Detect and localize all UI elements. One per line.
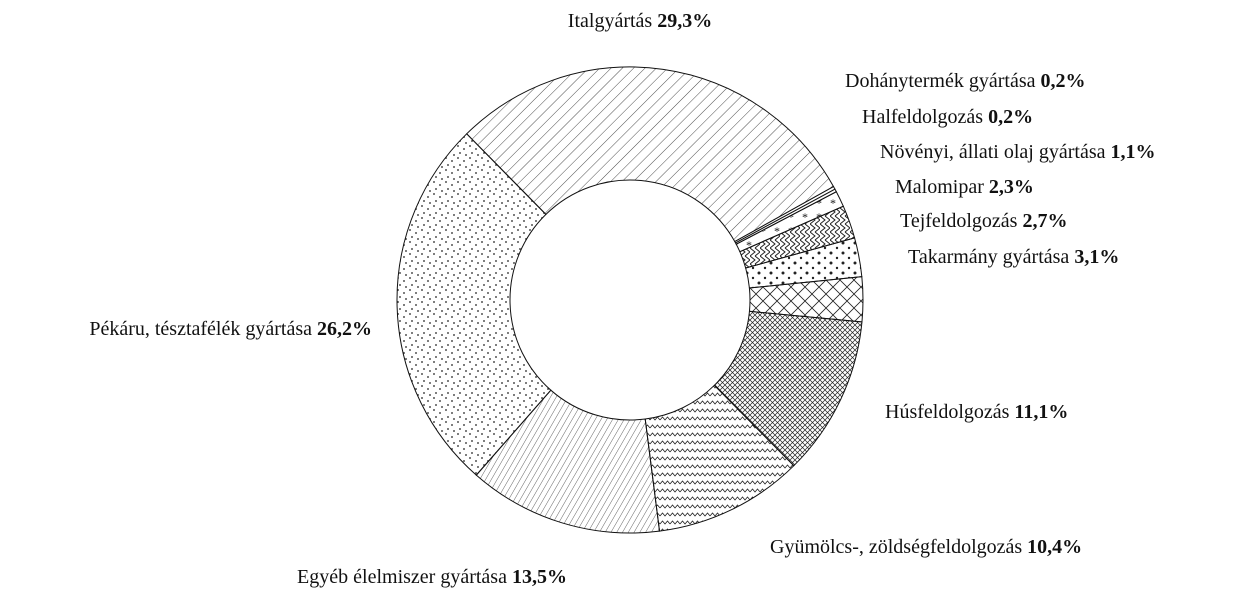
value-label: 26,2% <box>317 318 372 340</box>
category-name: Pékáru, tésztafélék gyártása <box>89 318 312 340</box>
donut-slice <box>465 66 835 243</box>
slice-label: Dohánytermék gyártása 0,2% <box>845 70 1085 92</box>
category-name: Egyéb élelmiszer gyártása <box>297 566 507 588</box>
value-label: 2,3% <box>989 176 1034 198</box>
slices <box>396 66 864 534</box>
value-label: 3,1% <box>1074 246 1119 268</box>
value-label: 13,5% <box>512 566 567 588</box>
value-label: 11,1% <box>1014 401 1068 423</box>
category-name: Tejfeldolgozás <box>900 210 1018 232</box>
slice-label: Takarmány gyártása 3,1% <box>908 246 1119 268</box>
value-label: 1,1% <box>1110 141 1155 163</box>
slice-label: Növényi, állati olaj gyártása 1,1% <box>880 141 1155 163</box>
slice-label: Italgyártás 29,3% <box>568 10 712 32</box>
category-name: Malomipar <box>895 176 984 198</box>
category-name: Gyümölcs-, zöldségfeldolgozás <box>770 536 1022 558</box>
value-label: 29,3% <box>657 10 712 32</box>
slice-label: Pékáru, tésztafélék gyártása 26,2% <box>89 318 372 340</box>
value-label: 2,7% <box>1022 210 1067 232</box>
slice-label: Húsfeldolgozás 11,1% <box>885 401 1068 423</box>
category-name: Halfeldolgozás <box>862 106 983 128</box>
slice-label: Halfeldolgozás 0,2% <box>862 106 1033 128</box>
category-name: Dohánytermék gyártása <box>845 70 1036 92</box>
value-label: 0,2% <box>988 106 1033 128</box>
labels: Italgyártás 29,3%Dohánytermék gyártása 0,2… <box>89 10 1155 588</box>
value-label: 0,2% <box>1040 70 1085 92</box>
category-name: Növényi, állati olaj gyártása <box>880 141 1106 163</box>
slice-label: Gyümölcs-, zöldségfeldolgozás 10,4% <box>770 536 1082 558</box>
value-label: 10,4% <box>1027 536 1082 558</box>
slice-label: Tejfeldolgozás 2,7% <box>900 210 1067 232</box>
slice-label: Egyéb élelmiszer gyártása 13,5% <box>297 566 567 588</box>
donut-slice <box>396 133 552 476</box>
category-name: Takarmány gyártása <box>908 246 1069 268</box>
category-name: Húsfeldolgozás <box>885 401 1010 423</box>
category-name: Italgyártás <box>568 10 653 32</box>
slice-label: Malomipar 2,3% <box>895 176 1034 198</box>
